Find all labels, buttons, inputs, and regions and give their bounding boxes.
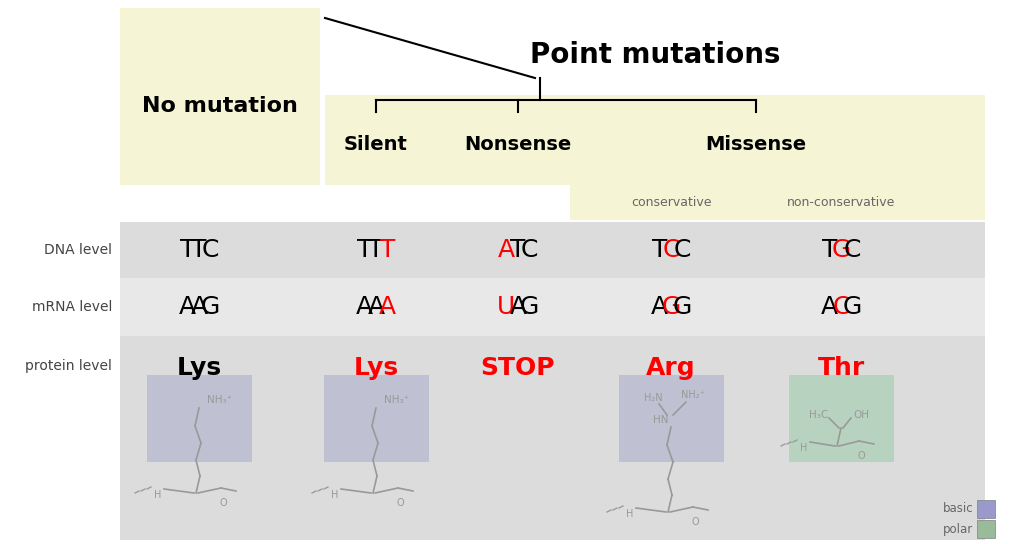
Bar (977, 520, 995, 538)
Bar (570, 185, 985, 220)
Bar (788, 375, 894, 462)
Text: NH₃⁺: NH₃⁺ (384, 395, 410, 405)
Text: NH₃⁺: NH₃⁺ (207, 395, 232, 405)
Text: Lys: Lys (176, 356, 221, 380)
Text: NH₂⁺: NH₂⁺ (681, 390, 705, 400)
Text: G: G (520, 295, 540, 319)
Text: Silent: Silent (344, 135, 408, 154)
Text: A: A (190, 295, 208, 319)
Text: polar: polar (943, 522, 973, 535)
Text: A: A (821, 295, 838, 319)
Text: C: C (663, 238, 680, 262)
Text: A: A (498, 238, 515, 262)
Text: H: H (155, 490, 162, 500)
Bar (120, 336, 985, 540)
Text: A: A (355, 295, 373, 319)
Text: Point mutations: Point mutations (529, 41, 780, 69)
Text: Missense: Missense (706, 135, 807, 154)
Text: C: C (833, 295, 850, 319)
Text: T: T (510, 238, 525, 262)
Text: H: H (332, 490, 339, 500)
Text: Nonsense: Nonsense (464, 135, 571, 154)
Text: T: T (191, 238, 207, 262)
Text: T: T (369, 238, 384, 262)
Text: DNA level: DNA level (44, 243, 112, 257)
Text: No mutation: No mutation (142, 96, 298, 116)
Text: O: O (219, 498, 226, 508)
Bar (977, 500, 995, 518)
Text: G: G (673, 295, 692, 319)
Bar (325, 95, 985, 185)
Text: T: T (380, 238, 395, 262)
Text: Lys: Lys (353, 356, 398, 380)
Text: H₂N: H₂N (644, 393, 663, 403)
Text: A: A (650, 295, 668, 319)
Text: C: C (844, 238, 861, 262)
Text: Thr: Thr (817, 356, 864, 380)
Bar (120, 222, 985, 278)
Text: conservative: conservative (631, 196, 712, 209)
Bar (324, 375, 428, 462)
Text: A: A (368, 295, 385, 319)
Text: HN: HN (653, 415, 669, 425)
Text: O: O (396, 498, 403, 508)
Text: A: A (179, 295, 196, 319)
Bar (146, 375, 252, 462)
Text: O: O (691, 517, 698, 527)
Text: A: A (379, 295, 396, 319)
Text: G: G (201, 295, 220, 319)
Bar (120, 8, 319, 185)
Text: H₃C: H₃C (809, 410, 828, 420)
Text: mRNA level: mRNA level (32, 300, 112, 314)
Text: T: T (356, 238, 372, 262)
Text: O: O (857, 451, 865, 461)
Text: C: C (202, 238, 219, 262)
Text: C: C (674, 238, 691, 262)
Bar (120, 278, 985, 336)
Bar (618, 375, 724, 462)
Text: Arg: Arg (646, 356, 696, 380)
Text: T: T (821, 238, 837, 262)
Text: C: C (521, 238, 539, 262)
Text: T: T (651, 238, 667, 262)
Text: G: G (843, 295, 862, 319)
Text: A: A (509, 295, 526, 319)
Text: G: G (831, 238, 851, 262)
Text: non-conservative: non-conservative (786, 196, 895, 209)
Text: U: U (498, 295, 515, 319)
Text: G: G (662, 295, 681, 319)
Text: OH: OH (853, 410, 869, 420)
Text: basic: basic (942, 503, 973, 516)
Text: H: H (627, 509, 634, 519)
Text: H: H (801, 443, 808, 453)
Text: T: T (179, 238, 195, 262)
Text: protein level: protein level (26, 359, 112, 373)
Text: STOP: STOP (480, 356, 555, 380)
